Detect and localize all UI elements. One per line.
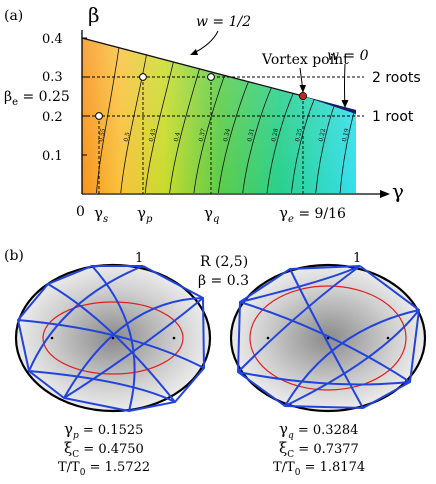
vortex-arrowhead <box>299 85 306 93</box>
focus-right-a <box>266 336 270 340</box>
vortex-point-marker <box>298 92 307 101</box>
focus-left-b <box>172 336 176 340</box>
w-zero-arrowhead <box>341 100 349 108</box>
orbit-right-arcs <box>237 265 420 409</box>
x-tick-zero: 0 <box>76 204 85 220</box>
upper-edge-right <box>303 96 356 114</box>
orbit-start-left: 1 <box>135 251 143 266</box>
contour-label: 0.31 <box>246 128 256 143</box>
gamma-e-label: γe = 9/16 <box>279 204 346 225</box>
y-tick-label: 0.3 <box>42 70 63 85</box>
w-zero-arrow <box>344 63 346 107</box>
contour-label: 0.19 <box>341 128 351 143</box>
two-roots-label: 2 roots <box>372 70 421 86</box>
y-tick-label: 0.2 <box>42 110 63 125</box>
contour-label: 0.25 <box>294 128 304 143</box>
vortex-label: Vortex point <box>261 52 349 68</box>
one-root-label: 1 root <box>372 109 414 125</box>
billiard-left: 1 <box>14 251 212 413</box>
gamma-p-label: γp <box>137 204 153 225</box>
y-ticks: 0.4 0.3 0.2 0.1 <box>42 32 87 164</box>
w-half-label: w = 1/2 <box>196 14 251 30</box>
resonance-label: R (2,5) <box>200 254 248 270</box>
contour-label: 0.34 <box>222 128 232 143</box>
gamma-s-label: γs <box>94 204 108 225</box>
x-axis-label: γ <box>392 179 404 203</box>
contour-line <box>120 42 150 193</box>
panel-a-label: (a) <box>4 8 23 24</box>
xi-c-value-left: ξC = 0.4750 <box>64 439 144 460</box>
contour-label: 0.5 <box>123 131 132 142</box>
orbit-left-arcs <box>17 265 205 412</box>
panel-b-label: (b) <box>4 248 24 264</box>
beta-e-label: βe = 0.25 <box>4 89 70 108</box>
y-axis-label: β <box>88 3 100 27</box>
x-axis-arrow <box>380 190 390 198</box>
period-value-right: T/T0 = 1.8174 <box>273 460 365 478</box>
contour-label: 0.4 <box>173 131 182 142</box>
root-point-s <box>95 112 103 120</box>
gamma-q-label: γq <box>204 204 219 225</box>
focus-right-center <box>326 336 330 340</box>
contour-line <box>95 38 121 193</box>
upper-boundary <box>81 37 304 97</box>
contour-label: 0.28 <box>270 128 280 143</box>
gamma-p-value: γp = 0.1525 <box>64 420 143 441</box>
panel-a: (a) β γ 0.55 0.5 0.45 0.4 0.37 0.34 0.31 0.28 0.… <box>4 3 421 225</box>
w-zero-label: w = 0 <box>327 48 369 64</box>
focus-left-center <box>111 336 115 340</box>
root-point-q <box>207 73 215 81</box>
params-right: γq = 0.3284 ξC = 0.7377 T/T0 = 1.8174 <box>273 420 365 478</box>
focus-left-a <box>50 336 54 340</box>
period-value-left: T/T0 = 1.5722 <box>58 460 150 478</box>
gamma-q-value: γq = 0.3284 <box>279 420 358 441</box>
y-tick-label: 0.4 <box>42 32 63 47</box>
contour-label: 0.55 <box>97 128 107 143</box>
contour-line <box>144 48 177 193</box>
guide-lines <box>82 76 364 194</box>
caustic-left <box>42 301 184 375</box>
contour-line <box>339 89 356 193</box>
contour-label: 0.22 <box>318 128 328 143</box>
root-point-p <box>139 73 147 81</box>
billiard-right: 1 <box>229 251 427 413</box>
orbit-start-right: 1 <box>353 251 361 266</box>
caustic-right <box>249 285 407 391</box>
focus-right-b <box>386 336 390 340</box>
contour-labels: 0.55 0.5 0.45 0.4 0.37 0.34 0.31 0.28 0.25 0.22 0.… <box>97 128 350 143</box>
contour-label: 0.45 <box>148 128 158 143</box>
params-left: γp = 0.1525 ξC = 0.4750 T/T0 = 1.5722 <box>58 420 150 478</box>
w-half-arrowhead <box>190 49 198 55</box>
y-tick-label: 0.1 <box>42 149 63 164</box>
beta-value-label: β = 0.3 <box>198 273 249 289</box>
xi-c-value-right: ξC = 0.7377 <box>279 439 359 460</box>
contour-label: 0.37 <box>198 128 208 143</box>
panel-b: (b) R (2,5) β = 0.3 1 1 γp = 0.15 <box>4 248 427 478</box>
